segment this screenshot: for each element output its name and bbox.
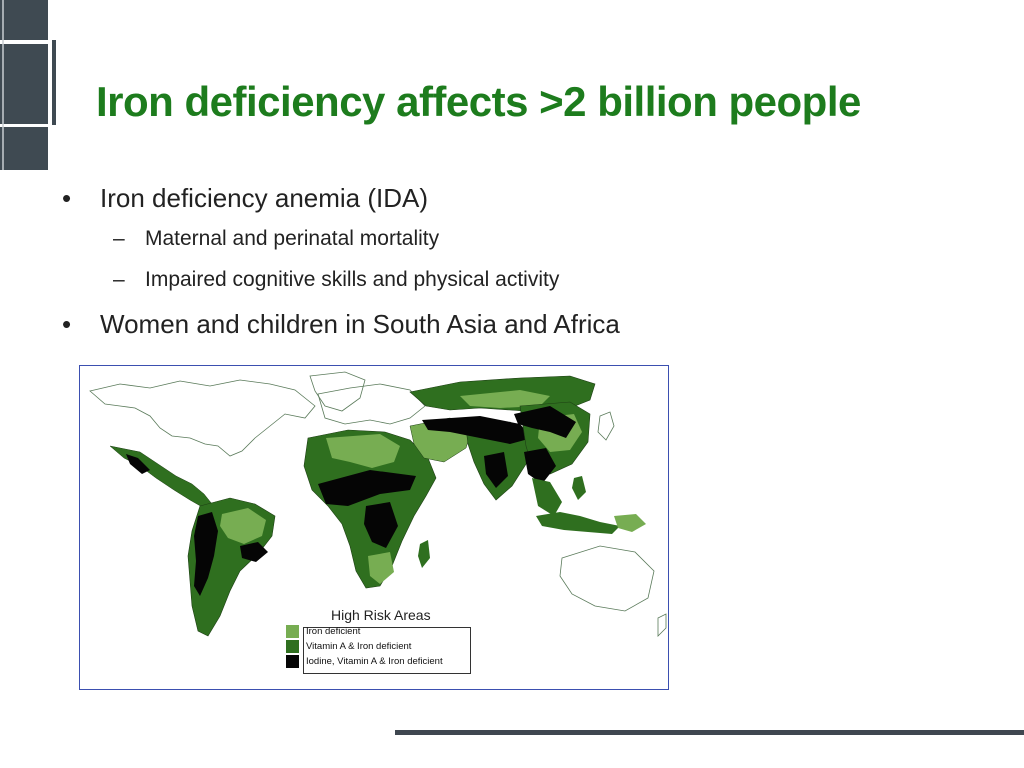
sub-bullet-item: – Impaired cognitive skills and physical… [60,265,960,295]
world-risk-map [79,365,669,690]
brazil-light [220,508,266,544]
legend-item: Iron deficient [284,624,470,639]
sub-bullet-marker: – [113,227,125,250]
legend-box [303,627,471,674]
legend-swatch [286,655,299,668]
africa-black-band [318,470,416,506]
bullet-marker: • [62,183,72,213]
papua-light [614,514,646,532]
central-america-region [109,445,213,509]
madagascar-region [418,540,430,568]
slide-title: Iron deficiency affects >2 billion peopl… [96,78,861,125]
southern-africa-light [368,552,394,584]
legend-swatch [286,625,299,638]
legend-label: Iodine, Vitamin A & Iron deficient [306,656,443,667]
europe-outline [317,383,426,425]
bottom-divider-line [395,730,1024,735]
legend-label: Vitamin A & Iron deficient [306,641,412,652]
central-america-black [126,454,150,474]
china-black-south [524,448,556,484]
bullet-list: • Iron deficiency anemia (IDA) – Materna… [60,180,960,350]
bullet-marker: • [62,309,72,339]
legend-label: Iron deficient [306,626,361,637]
indonesia-region [536,512,620,534]
philippines-region [572,476,586,500]
central-asia-light [460,390,550,408]
africa-black-center [364,502,398,548]
legend-item: Iodine, Vitamin A & Iron deficient [284,654,470,669]
japan-outline [597,411,615,441]
east-asia-black [514,406,576,438]
southeast-asia-region [532,478,562,516]
legend-swatch [286,640,299,653]
bullet-text: Iron deficiency anemia (IDA) [100,183,429,213]
south-asia-black [422,416,532,444]
sub-bullet-text: Maternal and perinatal mortality [145,227,440,250]
north-africa-light [326,434,400,468]
sub-bullet-text: Impaired cognitive skills and physical a… [145,268,560,291]
bullet-item: • Women and children in South Asia and A… [60,306,960,342]
india-black [484,452,508,488]
legend-title: High Risk Areas [331,607,431,623]
north-america-outline [89,379,316,457]
sub-bullet-marker: – [113,268,125,291]
new-zealand-outline [657,613,667,637]
greenland-outline [309,371,366,412]
australia-outline [559,545,655,612]
decorative-squares [0,0,56,170]
legend-item: Vitamin A & Iron deficient [284,639,470,654]
bullet-text: Women and children in South Asia and Afr… [100,309,620,339]
sub-bullet-item: – Maternal and perinatal mortality [60,224,960,254]
south-america-black-east [240,542,268,562]
south-america-black [194,512,218,596]
map-legend: Iron deficient Vitamin A & Iron deficien… [284,624,470,669]
world-map-graphic [89,371,667,637]
bullet-item: • Iron deficiency anemia (IDA) [60,180,960,216]
